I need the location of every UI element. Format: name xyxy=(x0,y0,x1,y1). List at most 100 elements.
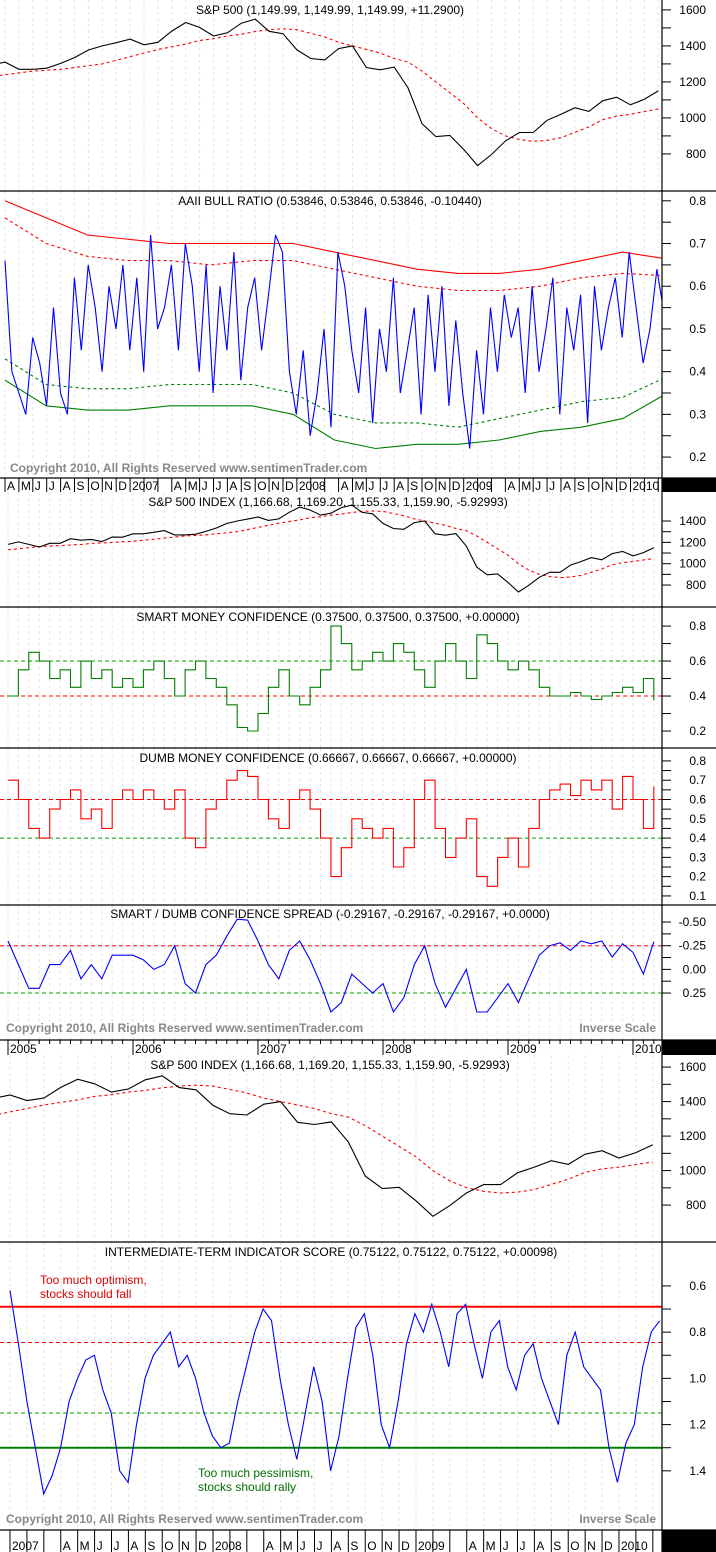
time-axis-label: M xyxy=(354,479,364,493)
y-tick-label: 1600 xyxy=(679,3,706,17)
time-axis-label: N xyxy=(438,479,447,493)
y-tick-label: 1000 xyxy=(679,111,706,125)
series-line-aaii_upper2 xyxy=(4,200,662,274)
time-axis-label: A xyxy=(536,1539,544,1552)
y-tick-label: -0.50 xyxy=(679,915,707,929)
chart-title-spread: SMART / DUMB CONFIDENCE SPREAD (-0.29167… xyxy=(110,907,549,921)
time-axis-label: J xyxy=(519,1539,525,1552)
y-tick-label: 0.8 xyxy=(689,619,706,633)
y-tick-label: 0.4 xyxy=(689,689,706,703)
y-tick-label: 800 xyxy=(686,578,706,592)
y-tick-label: 0.3 xyxy=(689,407,706,421)
panel-series-group xyxy=(8,770,655,887)
optimism-note: stocks should fall xyxy=(40,1287,131,1301)
time-axis-label: M xyxy=(521,479,531,493)
time-axis-label: J xyxy=(535,479,541,493)
inverse-scale-label: Inverse Scale xyxy=(579,1512,656,1526)
time-axis-label: 2005 xyxy=(10,1042,37,1056)
copyright-text: Copyright 2010, All Rights Reserved www.… xyxy=(10,461,367,475)
y-tick-label: 0.6 xyxy=(689,654,706,668)
chart-title-aaii: AAII BULL RATIO (0.53846, 0.53846, 0.538… xyxy=(178,194,482,208)
y-tick-label: 0.4 xyxy=(689,831,706,845)
time-axis-label: A xyxy=(396,479,404,493)
time-axis-label: O xyxy=(164,1539,173,1552)
plot-series xyxy=(0,18,662,1496)
panel-series-group xyxy=(0,18,659,167)
time-axis-label: N xyxy=(587,1539,596,1552)
time-axis-label: M xyxy=(283,1539,293,1552)
time-axis-label: M xyxy=(486,1539,496,1552)
y-tick-label: 0.2 xyxy=(689,450,706,464)
series-line-smart xyxy=(8,625,655,732)
time-axis-label: S xyxy=(577,479,585,493)
y-tick-label: 1400 xyxy=(679,514,706,528)
time-axis-label: A xyxy=(266,1539,274,1552)
time-axis-label: J xyxy=(549,479,555,493)
time-axis-label: J xyxy=(368,479,374,493)
gridlines xyxy=(4,0,659,1530)
time-axis-label: D xyxy=(619,479,628,493)
y-tick-label: 0.6 xyxy=(689,792,706,806)
y-tick-label: 1400 xyxy=(679,39,706,53)
y-tick-label: 0.8 xyxy=(689,194,706,208)
time-axis-corner-block xyxy=(662,478,716,492)
time-axis-label: O xyxy=(591,479,600,493)
series-line-sp500_ma xyxy=(7,510,654,579)
time-axis-label: J xyxy=(316,1539,322,1552)
optimism-note: Too much optimism, xyxy=(40,1273,147,1287)
time-axis-label: 2008 xyxy=(385,1042,412,1056)
y-tick-label: 800 xyxy=(686,147,706,161)
time-axis-label: M xyxy=(21,479,31,493)
time-axis-label: 2008 xyxy=(299,479,326,493)
y-tick-label: -0.25 xyxy=(679,939,707,953)
time-axis-label: A xyxy=(563,479,571,493)
y-tick-label: 0.8 xyxy=(689,754,706,768)
time-axis-label: N xyxy=(181,1539,190,1552)
panel-series-group xyxy=(4,200,662,450)
panel-series-group xyxy=(0,1075,654,1217)
time-axis-label: D xyxy=(401,1539,410,1552)
time-axis-label: J xyxy=(300,1539,306,1552)
time-axis-label: S xyxy=(147,1539,155,1552)
time-axis-label: D xyxy=(198,1539,207,1552)
y-tick-label: 1000 xyxy=(679,1164,706,1178)
time-axis-label: J xyxy=(49,479,55,493)
time-axis-label: D xyxy=(285,479,294,493)
time-axis-label: S xyxy=(410,479,418,493)
series-line-aaii_lower1 xyxy=(4,358,662,428)
y-tick-label: 0.6 xyxy=(689,1279,706,1293)
y-tick-label: 0.7 xyxy=(689,773,706,787)
time-axis-label: 2008 xyxy=(215,1539,242,1552)
time-axis-label: N xyxy=(384,1539,393,1552)
time-axis-label: J xyxy=(503,1539,509,1552)
time-axis-label: J xyxy=(215,479,221,493)
chart-title-sp500-index: S&P 500 INDEX (1,166.68, 1,169.20, 1,155… xyxy=(148,495,507,509)
chart-title-itis: INTERMEDIATE-TERM INDICATOR SCORE (0.751… xyxy=(105,1245,558,1259)
time-axis-label: 2009 xyxy=(466,479,493,493)
time-axis-label: A xyxy=(63,1539,71,1552)
time-axis-label: N xyxy=(605,479,614,493)
y-tick-label: 0.5 xyxy=(689,322,706,336)
chart-title-smart-money: SMART MONEY CONFIDENCE (0.37500, 0.37500… xyxy=(136,610,519,624)
panel-series-group xyxy=(8,625,655,732)
chart-title-dumb-money: DUMB MONEY CONFIDENCE (0.66667, 0.66667,… xyxy=(140,751,517,765)
chart-title-sp500-index-2: S&P 500 INDEX (1,166.68, 1,169.20, 1,155… xyxy=(150,1058,509,1072)
series-line-itis xyxy=(9,1290,661,1496)
y-tick-label: 1200 xyxy=(679,75,706,89)
series-line-spread xyxy=(7,918,655,1014)
time-axis-label: 2009 xyxy=(418,1539,445,1552)
y-tick-label: 0.2 xyxy=(689,870,706,884)
series-line-sp500 xyxy=(0,18,659,167)
time-axis-label: O xyxy=(257,479,266,493)
y-tick-label: 800 xyxy=(686,1198,706,1212)
panel-series-group xyxy=(9,1290,661,1496)
chart-title-sp500: S&P 500 (1,149.99, 1,149.99, 1,149.99, +… xyxy=(196,3,464,17)
time-axis-label: 2010 xyxy=(635,1042,662,1056)
series-line-aaii_lower2 xyxy=(4,379,662,450)
time-axis-label: 2010 xyxy=(621,1539,648,1552)
pessimism-note: stocks should rally xyxy=(198,1480,296,1494)
time-axis-label: J xyxy=(113,1539,119,1552)
time-axis-label: J xyxy=(382,479,388,493)
series-line-sp500_ma xyxy=(0,1084,653,1194)
time-axis-label: M xyxy=(80,1539,90,1552)
